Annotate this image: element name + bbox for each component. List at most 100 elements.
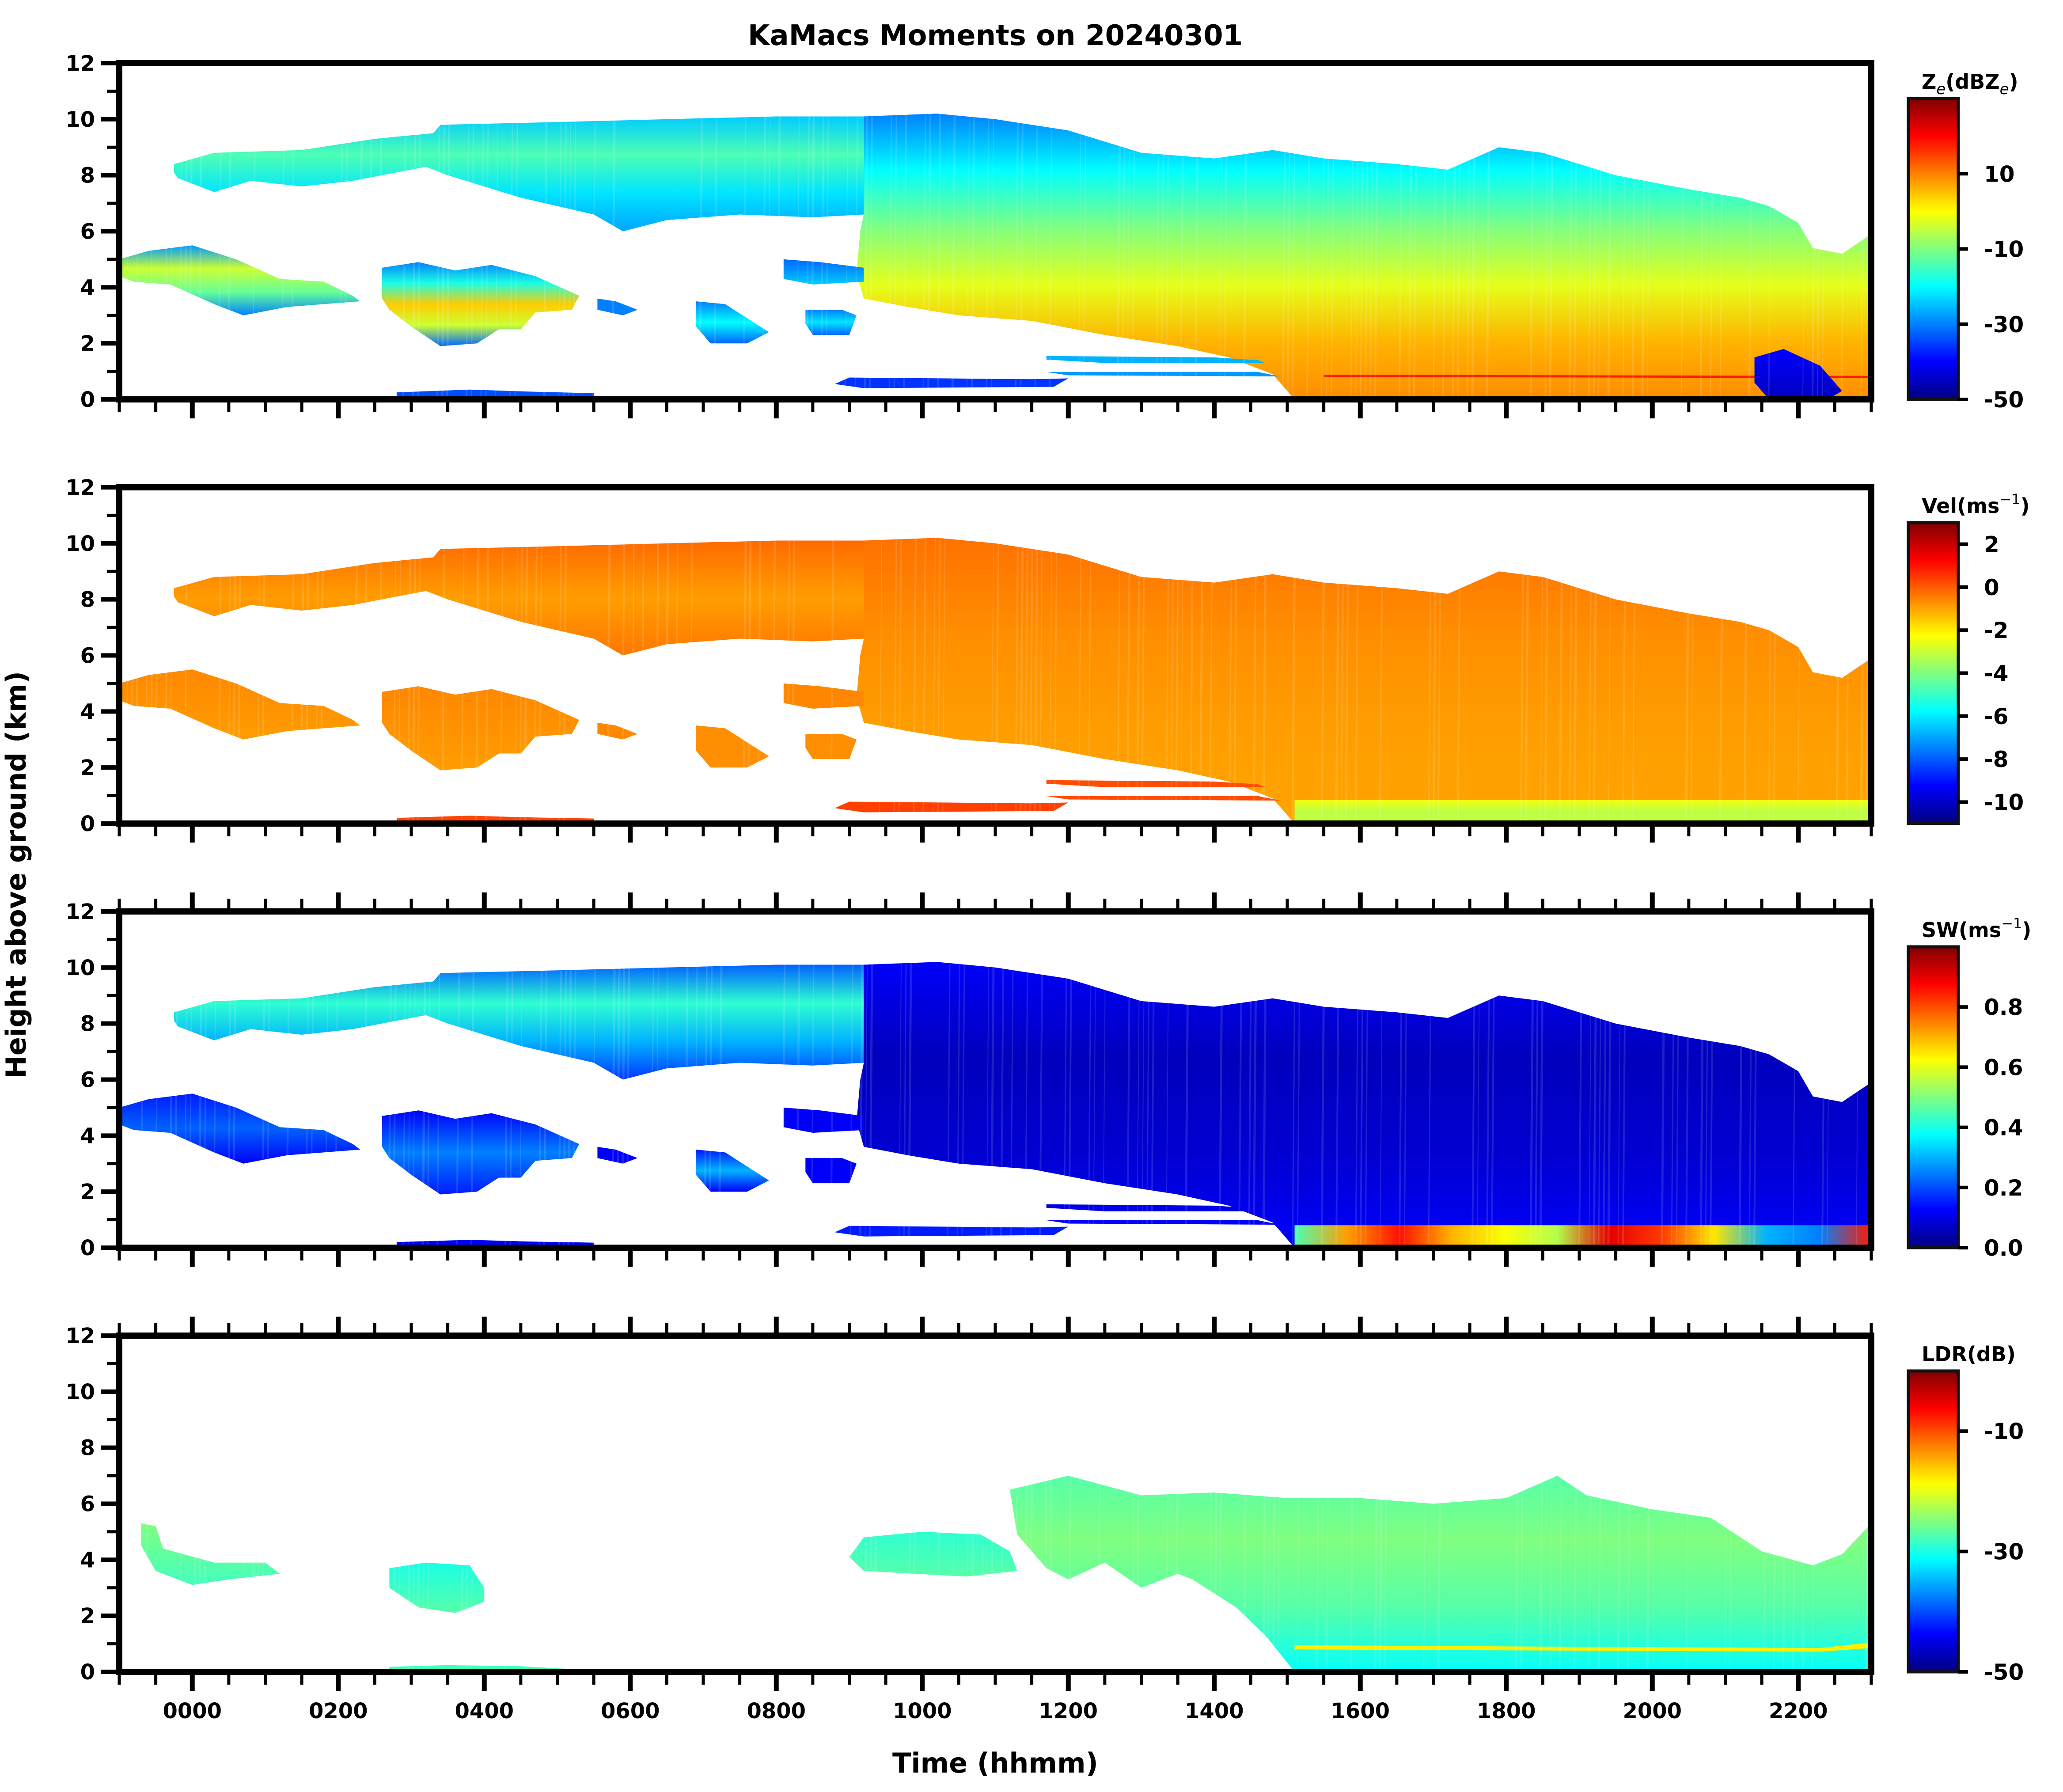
- y-axis: 0 2 4 6 8 10 12: [65, 475, 119, 836]
- y-tick-label: 8: [80, 1012, 95, 1036]
- echo-midlevel-cloud-e: [783, 259, 864, 285]
- x-tick-label: 0400: [455, 1699, 514, 1724]
- y-tick-label: 10: [65, 532, 95, 556]
- colorbar-tick-label: 0.8: [1984, 995, 2023, 1020]
- y-tick-label: 6: [80, 1068, 95, 1093]
- echo-midlevel-cloud-f: [805, 310, 857, 335]
- echo-midlevel-cloud-b: [382, 262, 580, 346]
- y-tick-label: 8: [80, 588, 95, 612]
- colorbar-tick-label: -10: [1984, 1419, 2024, 1444]
- colorbar-tick-label: -10: [1984, 237, 2024, 262]
- colorbar-gradient: [1907, 945, 1960, 1249]
- echo-main-precipitation: [857, 962, 1871, 1248]
- echo-midlevel-cloud-e: [783, 1107, 864, 1133]
- y-axis: 0 2 4 6 8 10 12: [65, 1324, 119, 1685]
- colorbar-tick-label: -30: [1984, 1539, 2024, 1565]
- colorbar-ldr: -50 -30 -10 LDR(dB): [1907, 1342, 2024, 1685]
- echo-midlevel-cloud-e: [783, 683, 864, 709]
- x-axis: [118, 892, 1873, 1267]
- x-axis-label: Time (hhmm): [892, 1747, 1098, 1779]
- echo-low-layer-2: [1046, 1220, 1280, 1225]
- plot-frame: [116, 908, 1874, 1251]
- echo-layer: [119, 487, 1871, 824]
- colorbar-title-part: (dBZ: [1945, 70, 1999, 94]
- x-tick-label: 1600: [1331, 1699, 1390, 1724]
- colorbar-tick-label: 0: [1984, 575, 1999, 600]
- colorbar-tick-label: 0.2: [1984, 1175, 2023, 1201]
- echo-midlevel-cloud-f: [805, 1158, 857, 1184]
- y-tick-label: 6: [80, 220, 95, 244]
- echo-upper-cirrus: [174, 964, 864, 1080]
- colorbar-title: SW(ms−1): [1922, 915, 2031, 942]
- panel-ldr: 0 2 4 6 8 10 12 0000 0200 0400 0600 0800 1000 1200 140…: [65, 1317, 2024, 1724]
- colorbar-title-part: Z: [1922, 70, 1936, 94]
- colorbar-tick-label: 10: [1984, 161, 2015, 187]
- echo-main-precipitation: [857, 114, 1871, 399]
- panel-ze: 0 2 4 6 8 10 12 -50 -30 -10 10 Ze(dBZe): [65, 51, 2024, 418]
- y-tick-label: 4: [80, 699, 95, 724]
- echo-midlevel-cloud-a: [119, 669, 360, 740]
- y-tick-label: 12: [65, 900, 95, 924]
- y-tick-label: 2: [80, 331, 95, 356]
- y-tick-label: 10: [65, 1380, 95, 1405]
- x-tick-label: 2000: [1623, 1699, 1682, 1724]
- figure-title: KaMacs Moments on 20240301: [748, 19, 1243, 52]
- y-tick-label: 4: [80, 1548, 95, 1572]
- plot-frame: [116, 484, 1874, 827]
- colorbar-title-part: ): [2021, 494, 2030, 518]
- colorbar-title-part: SW(ms: [1922, 918, 2001, 942]
- x-tick-label: 0000: [163, 1699, 222, 1724]
- colorbar-tick-label: 2: [1984, 532, 1999, 558]
- colorbar-title-part: e: [1936, 80, 1945, 98]
- echo-layer: [125, 1336, 1871, 1672]
- echo-ldr-cloud-a: [141, 1523, 280, 1585]
- panel-sw: 0 2 4 6 8 10 12 0.0 0.2 0.4 0.6 0.8 SW(ms−1): [65, 892, 2031, 1267]
- x-tick-label: 1000: [893, 1699, 952, 1724]
- colorbar-sw: 0.0 0.2 0.4 0.6 0.8 SW(ms−1): [1907, 915, 2031, 1261]
- echo-texture: [125, 63, 1865, 399]
- y-axis: 0 2 4 6 8 10 12: [65, 900, 119, 1260]
- echo-rain-band: [1294, 800, 1871, 824]
- x-tick-label: 0200: [309, 1699, 368, 1724]
- echo-main-precipitation: [857, 538, 1871, 824]
- echo-midlevel-cloud-c: [597, 722, 638, 740]
- y-tick-label: 2: [80, 1180, 95, 1204]
- echo-texture: [119, 487, 1869, 824]
- y-tick-label: 0: [80, 812, 95, 836]
- y-axis: 0 2 4 6 8 10 12: [65, 51, 119, 412]
- y-axis-label: Height above ground (km): [0, 671, 32, 1078]
- echo-ldr-cloud-c: [849, 1531, 1017, 1577]
- x-tick-label: 1400: [1185, 1699, 1244, 1724]
- colorbar-title-part: LDR(dB): [1922, 1342, 2016, 1366]
- colorbar-title: Ze(dBZe): [1922, 70, 2018, 98]
- echo-low-layer-1: [1046, 356, 1266, 363]
- echo-low-layer-2: [1046, 372, 1280, 376]
- colorbar-tick-label: -4: [1984, 661, 2009, 687]
- echo-ldr-melting-layer: [1294, 1642, 1871, 1652]
- y-tick-label: 8: [80, 1436, 95, 1461]
- y-tick-label: 0: [80, 387, 95, 412]
- echo-midlevel-cloud-d: [696, 1150, 769, 1192]
- colorbar-title-part: −1: [1999, 491, 2020, 508]
- echo-midlevel-cloud-d: [696, 301, 769, 344]
- colorbar-title: Vel(ms−1): [1922, 491, 2030, 518]
- colorbar-tick-label: -8: [1984, 747, 2009, 772]
- panel-vel: 0 2 4 6 8 10 12 2 0 -2 -4 -6 -8 -10 Vel(ms−1): [65, 475, 2030, 843]
- echo-ldr-main: [1010, 1476, 1871, 1672]
- x-tick-label: 0800: [747, 1699, 806, 1724]
- y-tick-label: 8: [80, 163, 95, 188]
- colorbar-title: LDR(dB): [1922, 1342, 2016, 1366]
- x-tick-label: 1800: [1477, 1699, 1536, 1724]
- y-tick-label: 0: [80, 1236, 95, 1260]
- plot-frame: [116, 1333, 1874, 1675]
- echo-upper-cirrus: [174, 540, 864, 656]
- y-tick-label: 6: [80, 1492, 95, 1517]
- colorbar-vel: 2 0 -2 -4 -6 -8 -10 Vel(ms−1): [1907, 491, 2030, 825]
- echo-low-layer-1: [1046, 1204, 1266, 1211]
- y-tick-label: 10: [65, 956, 95, 980]
- colorbar-title-part: e: [2000, 80, 2009, 98]
- echo-bright-band: [1324, 375, 1871, 378]
- y-tick-label: 12: [65, 475, 95, 500]
- echo-rain-band: [1294, 1225, 1871, 1248]
- echo-ldr-cloud-b: [389, 1562, 485, 1613]
